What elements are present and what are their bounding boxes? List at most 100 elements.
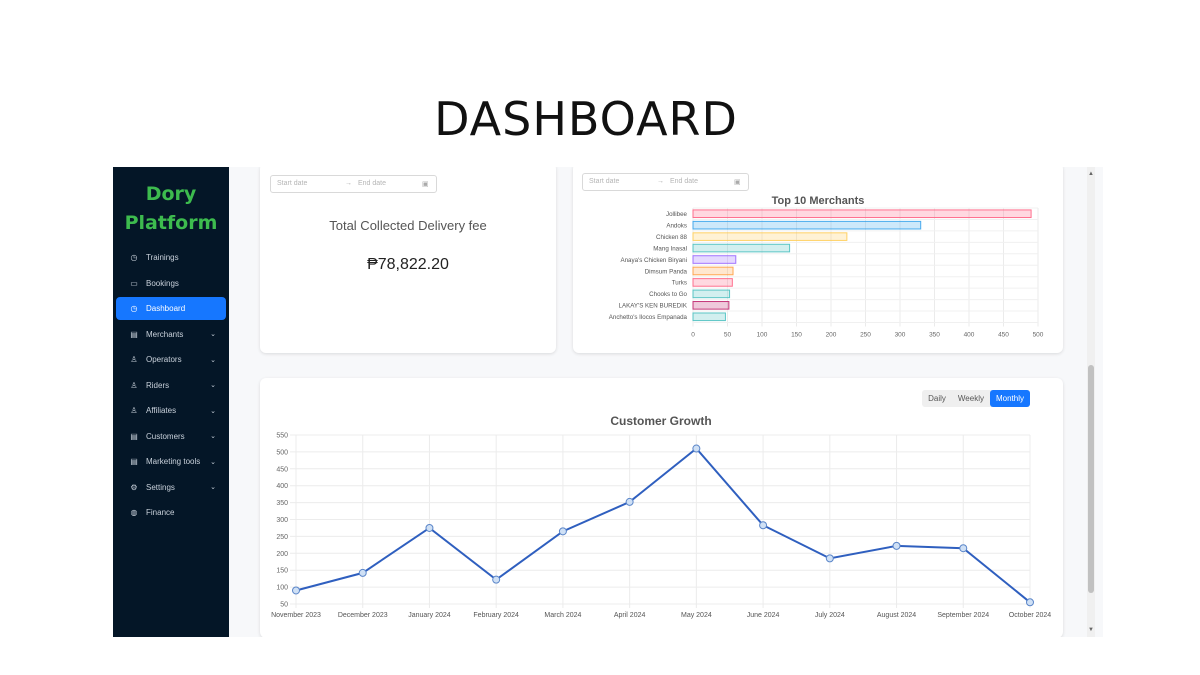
chevron-down-icon[interactable]: ⌄ [210, 356, 216, 364]
customer-growth-card: Daily Weekly Monthly Customer Growth 50 100 1… [260, 378, 1063, 637]
y-category-label: Jollibee [666, 211, 688, 218]
data-point [892, 541, 901, 550]
sidebar-item-customers[interactable]: ▤ Customers ⌄ [116, 425, 226, 448]
table-icon: ▤ [130, 329, 138, 339]
calendar-icon: ▭ [130, 278, 138, 288]
chevron-down-icon[interactable]: ⌄ [210, 382, 216, 389]
x-tick-label: May 2024 [681, 612, 712, 619]
sidebar-item-riders[interactable]: ♙ Riders ⌄ [116, 374, 226, 397]
period-toggle[interactable]: Daily Weekly Monthly [922, 390, 1030, 407]
scrollbar-thumb[interactable] [1088, 365, 1094, 593]
merchant-bar [692, 232, 848, 241]
chevron-down-icon[interactable]: ⌄ [210, 433, 216, 440]
sidebar-item-trainings[interactable]: ◷ Trainings [116, 246, 226, 269]
start-date-input[interactable]: Start date [589, 178, 620, 185]
y-tick-label: 250 [276, 534, 288, 541]
y-tick-label: 300 [276, 517, 288, 524]
delivery-fee-value: ₱78,822.20 [367, 256, 449, 273]
merchant-bar [692, 243, 791, 253]
sidebar-item-label: Marketing tools [146, 457, 201, 466]
sidebar-item-label: Trainings [146, 253, 179, 262]
sidebar-item-label: Dashboard [146, 304, 186, 313]
merchant-bar [692, 312, 726, 322]
x-tick-label: March 2024 [544, 612, 581, 619]
y-tick-label: 450 [276, 466, 288, 473]
date-range-picker[interactable]: Start date → End date ▣ [270, 175, 437, 193]
data-point [759, 521, 768, 530]
table-icon: ▤ [130, 457, 138, 466]
end-date-input[interactable]: End date [358, 180, 387, 187]
sidebar-item-merchants[interactable]: ▤ Merchants ⌄ [116, 323, 226, 346]
sidebar-item-label: Finance [146, 508, 175, 517]
toggle-weekly[interactable]: Weekly [957, 394, 984, 403]
data-point [959, 544, 968, 553]
chart-title: Customer Growth [610, 414, 711, 428]
app-window: Dory Platform ◷ Trainings ▭ Bookings ◷ Dashbo… [113, 167, 1103, 637]
scroll-up-icon[interactable]: ▲ [1088, 171, 1094, 177]
y-category-label: LAKAY'S KEN BUREDIK [619, 303, 688, 310]
data-point [692, 444, 701, 453]
x-tick-label: 250 [860, 332, 871, 339]
date-range-picker[interactable]: Start date → End date ▣ [582, 173, 749, 191]
x-tick-label: December 2023 [338, 612, 388, 619]
sidebar-item-label: Settings [146, 482, 175, 492]
sidebar-item-operators[interactable]: ♙ Operators ⌄ [116, 348, 226, 371]
toggle-daily[interactable]: Daily [928, 394, 946, 403]
table-icon: ▤ [130, 431, 138, 441]
sidebar-item-finance[interactable]: ◍ Finance [116, 501, 226, 524]
merchant-bar [692, 255, 737, 264]
sidebar-item-marketing-tools[interactable]: ▤ Marketing tools ⌄ [116, 450, 226, 473]
chart-title: Top 10 Merchants [772, 195, 865, 207]
clock-icon: ◷ [130, 253, 138, 262]
sidebar-item-affiliates[interactable]: ♙ Affiliates ⌄ [116, 399, 226, 422]
delivery-fee-title: Total Collected Delivery fee [329, 218, 487, 233]
x-tick-label: August 2024 [877, 612, 916, 619]
sidebar-item-label: Customers [146, 431, 185, 441]
y-category-label: Andoks [666, 222, 687, 229]
y-tick-label: 550 [276, 433, 288, 440]
start-date-input[interactable]: Start date [277, 180, 308, 187]
top-merchants-chart: Top 10 Merchants 0 50 100 150 200 250 300 350 400… [609, 195, 1044, 339]
y-category-label: Anaya's Chicken Biryani [620, 257, 687, 264]
merchant-bar [692, 209, 1032, 219]
brand-logo: Dory Platform [124, 183, 218, 234]
sidebar-item-label: Affiliates [146, 406, 177, 415]
end-date-input[interactable]: End date [670, 178, 699, 185]
sidebar: Dory Platform ◷ Trainings ▭ Bookings ◷ Dashbo… [113, 167, 229, 637]
merchant-bar [692, 301, 730, 310]
merchant-bar [692, 278, 733, 287]
calendar-icon: ▣ [734, 179, 741, 186]
sidebar-item-dashboard[interactable]: ◷ Dashboard [116, 297, 226, 320]
chevron-down-icon[interactable]: ⌄ [210, 458, 216, 466]
delivery-fee-card: Start date → End date ▣ Total Collected … [260, 167, 556, 353]
toggle-monthly[interactable]: Monthly [989, 390, 1030, 407]
y-tick-label: 350 [276, 500, 288, 507]
x-tick-label: 0 [691, 332, 695, 339]
data-point [358, 568, 367, 577]
y-category-label: Chicken 88 [656, 234, 688, 241]
data-point [425, 523, 434, 532]
sidebar-nav: ◷ Trainings ▭ Bookings ◷ Dashboard ▤ Merchants ⌄… [113, 246, 229, 524]
gear-icon: ⚙ [130, 482, 138, 492]
sidebar-item-label: Bookings [146, 278, 179, 288]
x-tick-label: September 2024 [937, 612, 989, 619]
x-tick-label: June 2024 [747, 612, 780, 619]
data-point [625, 497, 634, 506]
sidebar-item-settings[interactable]: ⚙ Settings ⌄ [116, 476, 226, 499]
scroll-down-icon[interactable]: ▼ [1088, 627, 1094, 633]
chevron-down-icon[interactable]: ⌄ [210, 484, 216, 491]
data-point [825, 554, 834, 563]
x-tick-label: July 2024 [815, 612, 845, 619]
scrollbar[interactable]: ▲ ▼ [1087, 167, 1095, 637]
growth-line [295, 447, 1031, 604]
sidebar-item-bookings[interactable]: ▭ Bookings [116, 272, 226, 295]
chevron-down-icon[interactable]: ⌄ [210, 331, 216, 338]
x-tick-label: 200 [826, 332, 837, 339]
main-content: Start date → End date ▣ Total Collected … [229, 167, 1095, 637]
x-tick-label: April 2024 [614, 612, 646, 619]
arrow-right-icon: → [345, 180, 352, 187]
user-icon: ♙ [130, 406, 138, 415]
chevron-down-icon[interactable]: ⌄ [210, 407, 216, 415]
page-title: DASHBOARD [434, 92, 738, 146]
y-category-label: Dimsum Panda [645, 268, 688, 275]
